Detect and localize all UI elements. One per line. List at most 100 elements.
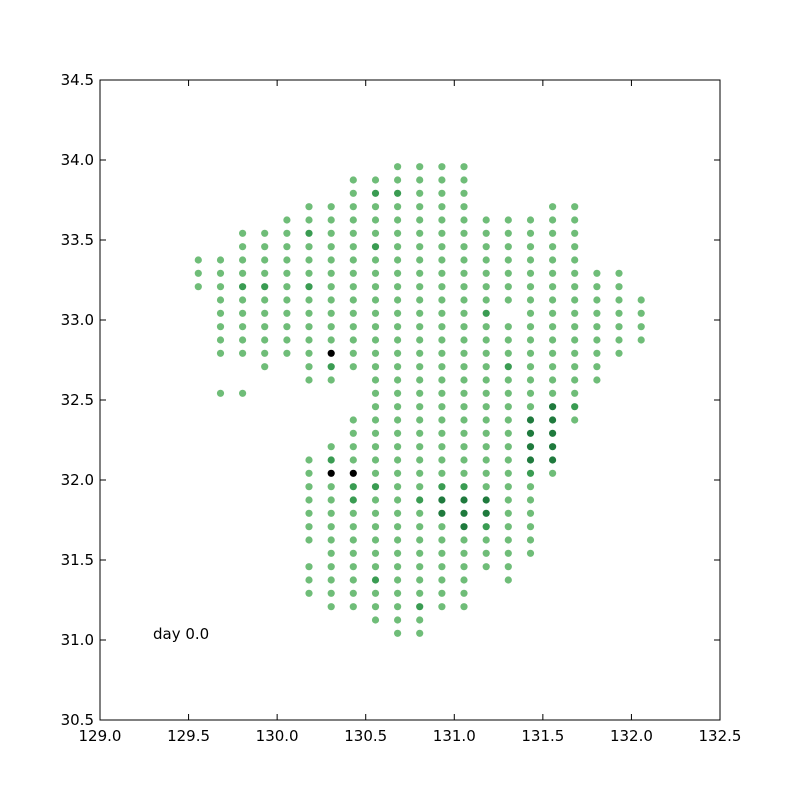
scatter-point — [593, 336, 601, 344]
scatter-point — [371, 229, 380, 237]
scatter-point — [615, 336, 623, 344]
scatter-point — [482, 536, 490, 544]
scatter-point — [504, 403, 512, 411]
scatter-point — [460, 403, 468, 411]
scatter-point — [239, 336, 247, 344]
scatter-point — [526, 403, 535, 411]
scatter-point — [438, 443, 446, 451]
scatter-point — [239, 309, 247, 317]
scatter-point — [504, 563, 512, 571]
scatter-point — [482, 523, 490, 531]
scatter-point — [327, 443, 335, 451]
scatter-point — [239, 283, 247, 291]
scatter-point — [504, 429, 512, 437]
scatter-point — [327, 243, 335, 251]
scatter-point — [394, 443, 402, 451]
scatter-point — [526, 376, 535, 384]
scatter-point — [615, 283, 623, 291]
scatter-point — [416, 523, 424, 531]
scatter-point — [305, 589, 313, 597]
scatter-point — [416, 589, 424, 597]
scatter-point — [504, 536, 512, 544]
scatter-point — [482, 443, 490, 451]
scatter-point — [394, 323, 402, 331]
scatter-point — [261, 243, 269, 251]
scatter-point — [371, 269, 380, 277]
scatter-point — [504, 443, 512, 451]
scatter-point — [438, 176, 446, 184]
scatter-point — [261, 349, 269, 357]
scatter-point — [305, 216, 313, 224]
scatter-point — [438, 603, 446, 611]
scatter-point — [371, 496, 380, 504]
scatter-point — [416, 603, 424, 611]
scatter-point — [482, 309, 490, 317]
scatter-point — [394, 469, 402, 477]
scatter-point — [460, 323, 468, 331]
scatter-point — [394, 389, 402, 397]
scatter-point — [239, 296, 247, 304]
scatter-point — [482, 376, 490, 384]
scatter-point — [371, 469, 380, 477]
scatter-point — [371, 376, 380, 384]
scatter-point — [305, 363, 313, 371]
scatter-point — [394, 176, 402, 184]
scatter-point — [571, 349, 579, 357]
scatter-point — [460, 563, 468, 571]
scatter-point — [349, 496, 357, 504]
scatter-point — [327, 603, 335, 611]
scatter-point — [549, 323, 557, 331]
scatter-point — [371, 283, 380, 291]
scatter-point — [349, 203, 357, 211]
scatter-point — [416, 176, 424, 184]
scatter-point — [460, 349, 468, 357]
scatter-point — [416, 443, 424, 451]
scatter-point — [593, 323, 601, 331]
scatter-point — [526, 389, 535, 397]
scatter-point — [371, 456, 380, 464]
scatter-point — [460, 523, 468, 531]
scatter-point — [283, 323, 291, 331]
scatter-point — [416, 363, 424, 371]
scatter-point — [349, 443, 357, 451]
scatter-point — [371, 349, 380, 357]
scatter-point — [371, 416, 380, 424]
scatter-point — [371, 323, 380, 331]
scatter-point — [283, 216, 291, 224]
scatter-point — [438, 189, 446, 197]
scatter-point — [571, 243, 579, 251]
scatter-point — [394, 229, 402, 237]
scatter-point — [394, 563, 402, 571]
scatter-point — [416, 509, 424, 517]
scatter-point — [394, 403, 402, 411]
scatter-point — [394, 483, 402, 491]
scatter-point — [526, 523, 535, 531]
x-tick-label: 132.5 — [699, 727, 742, 745]
scatter-point — [571, 376, 579, 384]
scatter-point — [239, 349, 247, 357]
scatter-point — [615, 269, 623, 277]
scatter-point — [549, 336, 557, 344]
scatter-point — [394, 269, 402, 277]
scatter-point — [394, 349, 402, 357]
y-tick-label: 32.0 — [61, 471, 94, 489]
scatter-point — [482, 336, 490, 344]
scatter-point — [416, 563, 424, 571]
scatter-point — [349, 269, 357, 277]
scatter-point — [482, 243, 490, 251]
scatter-point — [394, 549, 402, 557]
scatter-point — [504, 216, 512, 224]
scatter-point — [349, 336, 357, 344]
scatter-point — [327, 536, 335, 544]
scatter-point — [438, 296, 446, 304]
scatter-point — [438, 243, 446, 251]
scatter-point — [526, 456, 535, 464]
y-tick-label: 31.5 — [61, 551, 94, 569]
scatter-point — [349, 323, 357, 331]
scatter-point — [305, 283, 313, 291]
scatter-point — [394, 189, 402, 197]
scatter-point — [549, 443, 557, 451]
y-tick-label: 30.5 — [61, 711, 94, 729]
scatter-point — [416, 229, 424, 237]
x-tick-label: 129.5 — [167, 727, 210, 745]
